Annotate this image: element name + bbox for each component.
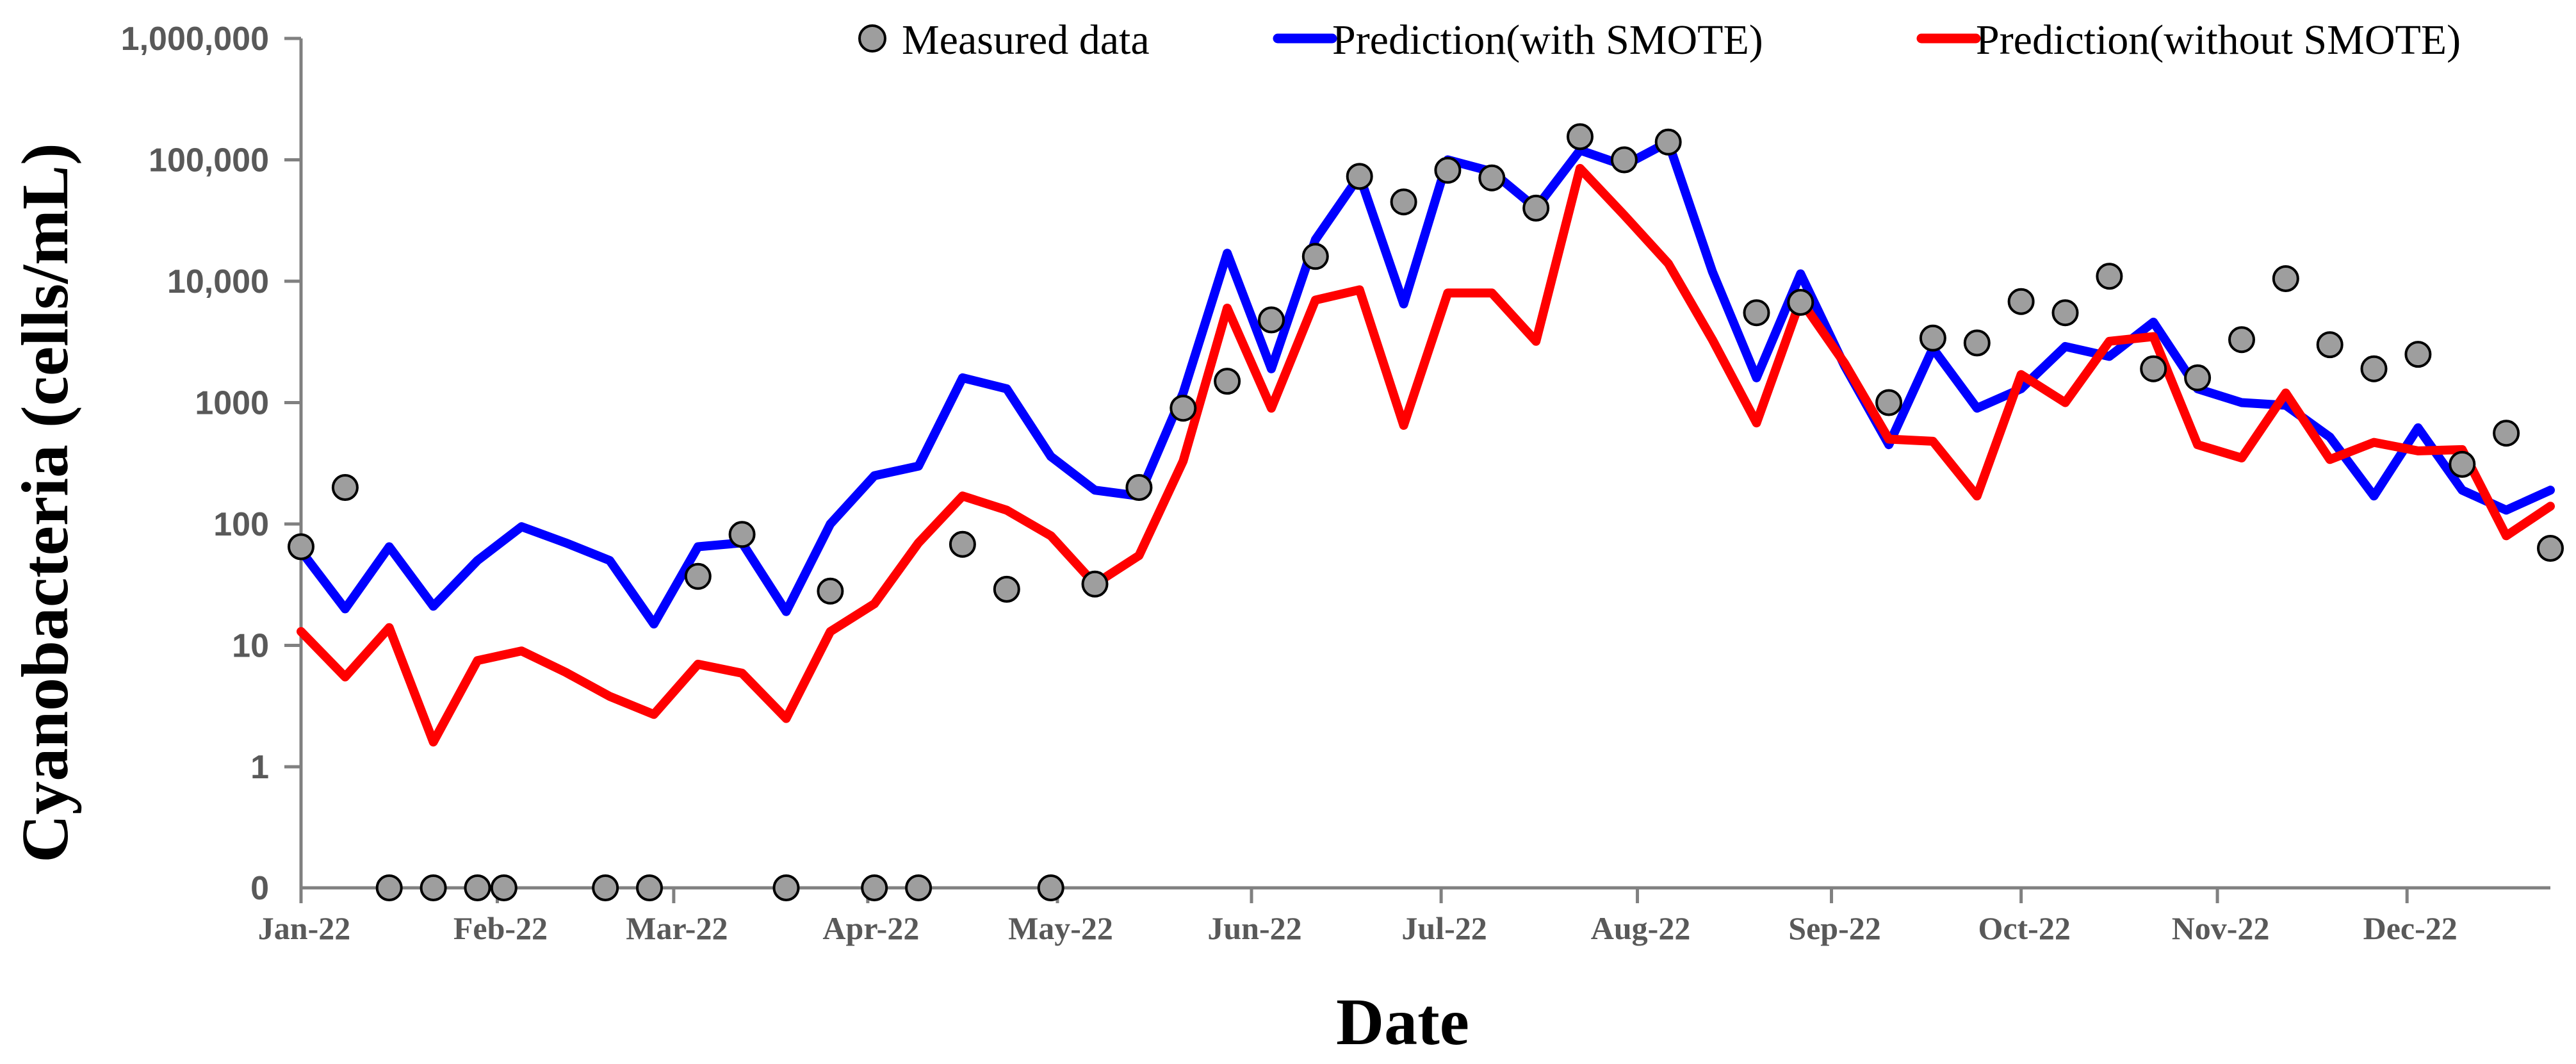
legend-measured-marker xyxy=(858,24,886,53)
measured-point xyxy=(1258,306,1285,334)
measured-point xyxy=(1346,163,1373,190)
measured-point xyxy=(772,874,800,901)
series-line-with-smote xyxy=(297,137,2555,629)
measured-points xyxy=(288,123,2564,901)
measured-point xyxy=(464,874,491,901)
x-tick-label: Oct-22 xyxy=(1978,910,2070,946)
measured-point xyxy=(331,474,359,501)
measured-point xyxy=(1875,389,1903,416)
y-tick-label: 100 xyxy=(213,506,269,543)
y-tick-label: 1 xyxy=(250,749,269,786)
measured-point xyxy=(817,577,844,605)
measured-point xyxy=(2493,420,2520,447)
measured-point xyxy=(1919,324,1946,352)
measured-point xyxy=(2360,355,2388,382)
x-ticks: Jan-22 Feb-22 Mar-22 Apr-22 May-22 Jun-22 Jul-… xyxy=(258,888,2458,946)
legend: Measured data Prediction(with SMOTE) Pre… xyxy=(858,17,2461,63)
legend-without-smote-label: Prediction(without SMOTE) xyxy=(1976,17,2461,63)
measured-point xyxy=(1390,188,1417,216)
measured-point xyxy=(1963,329,1991,357)
y-tick-label: 1,000,000 xyxy=(121,20,269,58)
measured-point xyxy=(1434,156,1462,184)
x-tick-label: May-22 xyxy=(1008,910,1113,946)
measured-point xyxy=(490,874,518,901)
measured-point xyxy=(1610,146,1638,174)
measured-point xyxy=(2096,263,2123,290)
x-tick-label: Aug-22 xyxy=(1591,910,1691,946)
measured-point xyxy=(2449,450,2476,478)
x-tick-label: Apr-22 xyxy=(822,910,919,946)
measured-point xyxy=(1522,194,1550,222)
measured-point xyxy=(420,874,447,901)
y-tick-label: 0 xyxy=(250,870,269,907)
x-tick-label: Feb-22 xyxy=(453,910,548,946)
measured-point xyxy=(636,874,663,901)
measured-point xyxy=(993,575,1020,603)
y-tick-label: 1000 xyxy=(195,385,269,422)
legend-with-smote-label: Prediction(with SMOTE) xyxy=(1332,17,1763,63)
measured-point xyxy=(905,874,933,901)
measured-point xyxy=(1301,243,1329,270)
y-tick-label: 100,000 xyxy=(149,142,269,179)
series-layer xyxy=(297,137,2555,747)
measured-point xyxy=(2184,364,2212,391)
measured-point xyxy=(949,530,976,558)
y-tick-label: 10,000 xyxy=(167,263,269,300)
x-tick-label: Mar-22 xyxy=(626,910,728,946)
measured-point xyxy=(728,521,756,548)
measured-point xyxy=(1037,874,1064,901)
y-axis-title: Cyanobacteria (cells/mL) xyxy=(8,143,82,863)
measured-point xyxy=(1214,368,1241,395)
x-tick-label: Jun-22 xyxy=(1207,910,1301,946)
measured-point xyxy=(684,562,712,590)
measured-point xyxy=(2140,355,2167,382)
measured-point xyxy=(288,533,314,561)
y-tick-label: 10 xyxy=(232,628,269,665)
measured-point xyxy=(1787,289,1814,316)
measured-point xyxy=(2537,535,2564,562)
legend-measured-label: Measured data xyxy=(902,17,1150,63)
x-tick-label: Jan-22 xyxy=(258,910,350,946)
x-tick-label: Dec-22 xyxy=(2363,910,2458,946)
measured-point xyxy=(2051,299,2079,327)
measured-point xyxy=(2316,331,2344,359)
measured-point xyxy=(2007,288,2035,315)
measured-point xyxy=(1654,128,1682,156)
x-axis-title: Date xyxy=(1336,985,1469,1059)
measured-point xyxy=(375,874,403,901)
measured-point xyxy=(2404,341,2432,368)
series-line-without-smote xyxy=(297,163,2555,747)
measured-point xyxy=(1567,123,1594,151)
measured-point xyxy=(1743,299,1770,327)
measured-point xyxy=(592,874,619,901)
measured-point xyxy=(2228,326,2255,354)
x-tick-label: Jul-22 xyxy=(1401,910,1487,946)
measured-point xyxy=(1081,570,1109,598)
x-tick-label: Sep-22 xyxy=(1788,910,1880,946)
measured-point xyxy=(1478,164,1506,192)
measured-point xyxy=(1125,474,1153,501)
x-tick-label: Nov-22 xyxy=(2172,910,2270,946)
measured-point xyxy=(861,874,888,901)
axes xyxy=(299,38,2550,890)
measured-point xyxy=(1170,395,1197,422)
measured-point xyxy=(2272,265,2299,292)
